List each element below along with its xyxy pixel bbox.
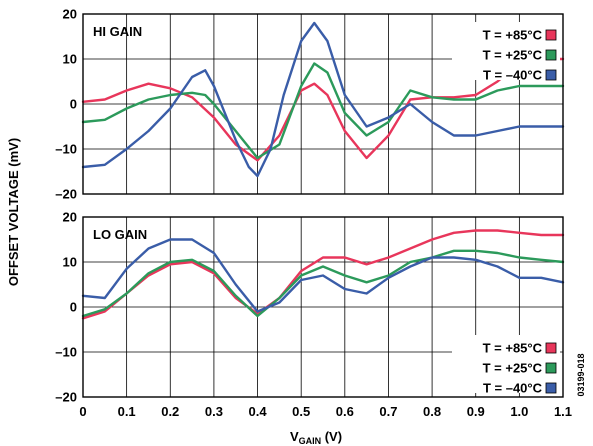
hi-gain-legend-box: [452, 22, 560, 80]
lo-gain-y-tick-label: 0: [70, 300, 77, 315]
x-tick-label: 0.5: [292, 404, 310, 419]
hi-gain-series-t-85-c: [81, 57, 565, 162]
lo-gain-legend-label: T = –40°C: [483, 381, 543, 396]
x-tick-label: 0: [79, 404, 86, 419]
lo-gain-y-tick-label: –10: [55, 345, 77, 360]
lo-gain-panel-title: LO GAIN: [93, 227, 147, 242]
hi-gain-y-tick-label: –10: [55, 142, 77, 157]
lo-gain-legend-box: [452, 335, 560, 393]
y-axis-label: OFFSET VOLTAGE (mV): [6, 138, 21, 286]
lo-gain-y-tick-label: 10: [63, 255, 77, 270]
hi-gain-series-t-40-c: [81, 21, 565, 178]
x-axis-label-unit: (V): [321, 429, 342, 444]
hi-gain-legend-label: T = +25°C: [483, 48, 543, 63]
x-tick-label: 1.1: [554, 404, 572, 419]
lo-gain-series-t-25-c: [81, 249, 565, 318]
hi-gain-legend-swatch-t-40-c: [545, 69, 557, 81]
lo-gain-series-t-40-c: [81, 238, 565, 313]
x-tick-label: 0.6: [336, 404, 354, 419]
lo-gain-legend-label: T = +85°C: [483, 341, 543, 356]
hi-gain-legend-swatch-t-25-c: [545, 49, 557, 61]
x-tick-label: 0.9: [467, 404, 485, 419]
hi-gain-plot-frame: [82, 13, 564, 195]
hi-gain-y-tick-label: 0: [70, 97, 77, 112]
figure-id-label: 03199-018: [576, 353, 586, 396]
hi-gain-legend-swatch-t-85-c: [545, 29, 557, 41]
x-axis-label-main: V: [290, 429, 299, 444]
hi-gain-panel-title: HI GAIN: [93, 24, 142, 39]
x-tick-label: 0.8: [423, 404, 441, 419]
lo-gain-series-t-85-c: [81, 229, 565, 320]
x-tick-label: 0.4: [249, 404, 268, 419]
lo-gain-y-tick-label: 20: [63, 210, 77, 225]
hi-gain-series-t-25-c: [81, 62, 565, 160]
hi-gain-y-tick-label: 20: [63, 7, 77, 22]
x-tick-label: 0.3: [205, 404, 223, 419]
x-axis-label-subscript: GAIN: [299, 436, 322, 446]
hi-gain-legend-label: T = +85°C: [483, 28, 543, 43]
lo-gain-legend-swatch-t-85-c: [545, 342, 557, 354]
lo-gain-legend-swatch-t-25-c: [545, 362, 557, 374]
lo-gain-legend-swatch-t-40-c: [545, 382, 557, 394]
x-tick-label: 0.2: [161, 404, 179, 419]
hi-gain-legend-label: T = –40°C: [483, 68, 543, 83]
hi-gain-y-tick-label: 10: [63, 52, 77, 67]
hi-gain-y-tick-label: –20: [55, 187, 77, 202]
x-axis-label: VGAIN (V): [290, 429, 342, 446]
x-tick-label: 0.7: [379, 404, 397, 419]
x-tick-label: 1.0: [510, 404, 528, 419]
lo-gain-legend-label: T = +25°C: [483, 361, 543, 376]
lo-gain-plot-frame: [82, 216, 564, 398]
lo-gain-y-tick-label: –20: [55, 390, 77, 405]
x-tick-label: 0.1: [118, 404, 136, 419]
